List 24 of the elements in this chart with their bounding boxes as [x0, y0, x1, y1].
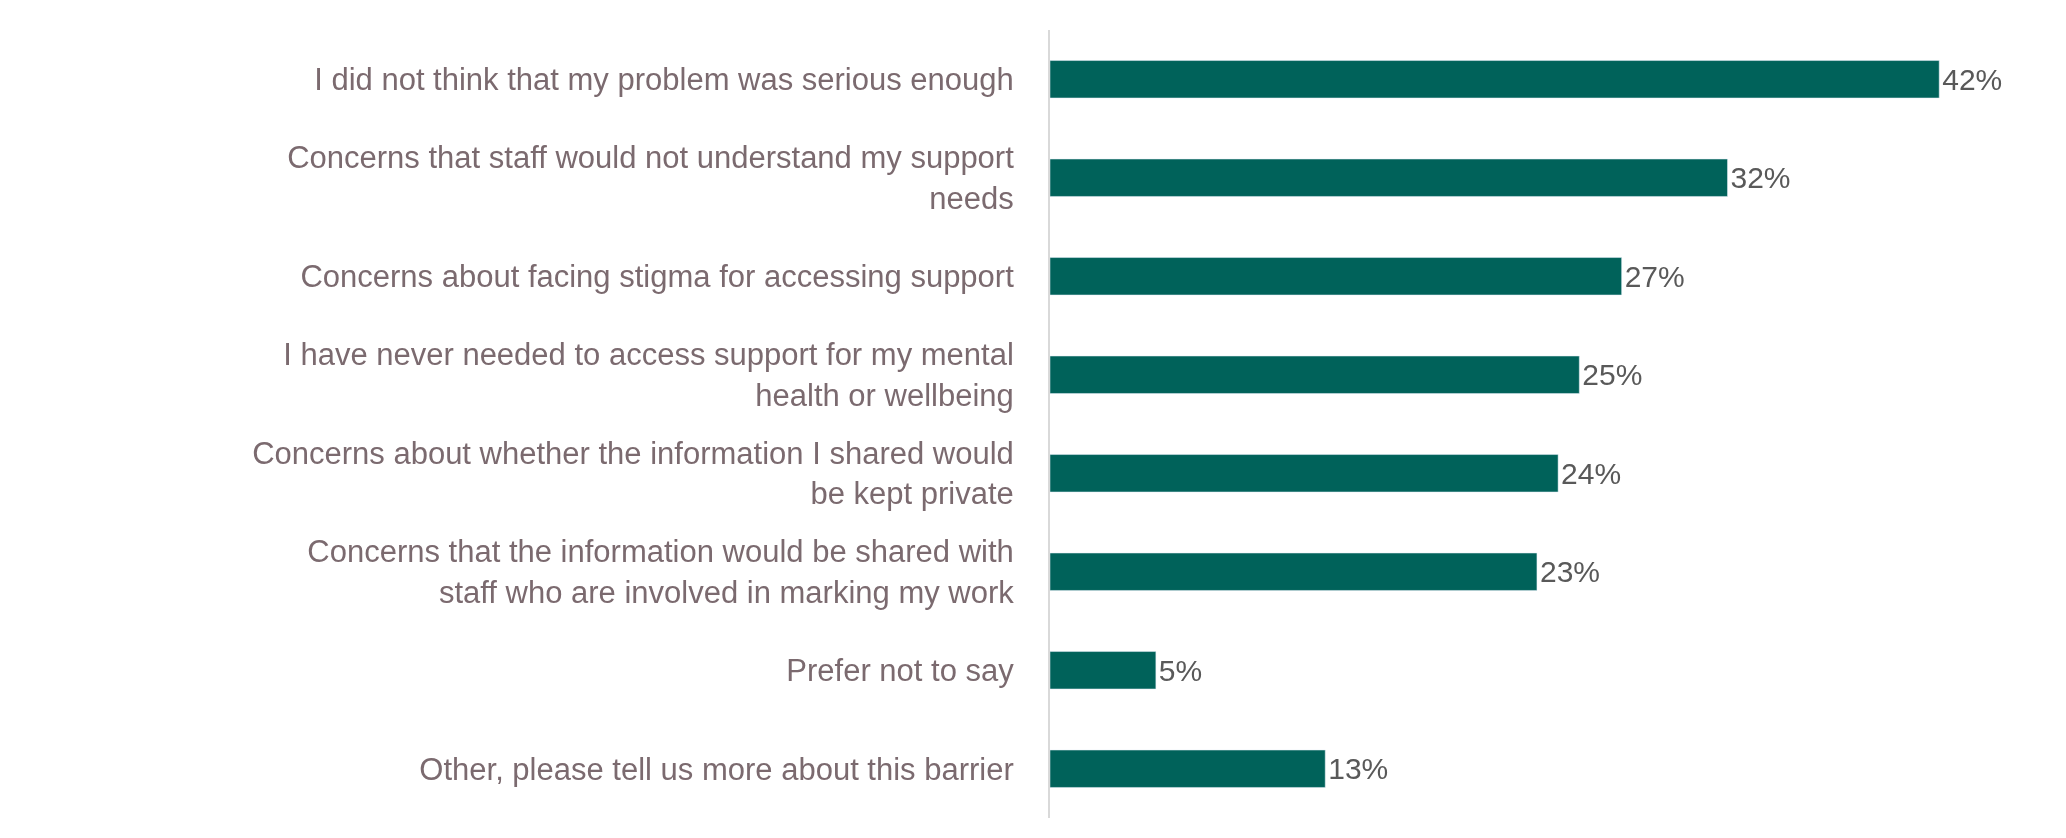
data-label: 24%	[1561, 456, 1622, 490]
y-tick-label: I have never needed to access support for my mental health or wellbeing	[283, 337, 1014, 413]
data-label: 23%	[1539, 555, 1600, 589]
bar	[1050, 158, 1728, 197]
bar	[1050, 60, 1940, 99]
bar	[1050, 355, 1580, 394]
data-label: 27%	[1624, 259, 1685, 293]
y-tick-label: Prefer not to say	[786, 653, 1015, 689]
bar	[1050, 552, 1538, 591]
y-tick-label: Concerns that staff would not understand my support needs	[287, 140, 1015, 216]
data-label: 13%	[1328, 752, 1389, 786]
y-tick-label: Other, please tell us more about this barrier	[419, 751, 1014, 787]
y-tick-label: Concerns about facing stigma for accessing support	[300, 259, 1015, 295]
data-label: 25%	[1582, 358, 1643, 392]
y-tick-label: Concerns that the information would be shared with staff who are involved in marking my work	[307, 534, 1015, 610]
data-label: 5%	[1158, 653, 1203, 687]
data-label: 42%	[1942, 62, 2003, 96]
bar	[1050, 257, 1622, 296]
data-label: 32%	[1730, 161, 1791, 195]
y-tick-label: Concerns about whether the information I shared would be kept private	[252, 435, 1014, 512]
bar	[1050, 454, 1559, 493]
bar	[1050, 749, 1326, 788]
y-tick-label: I did not think that my problem was serious enough	[314, 62, 1014, 98]
bar	[1050, 651, 1157, 690]
